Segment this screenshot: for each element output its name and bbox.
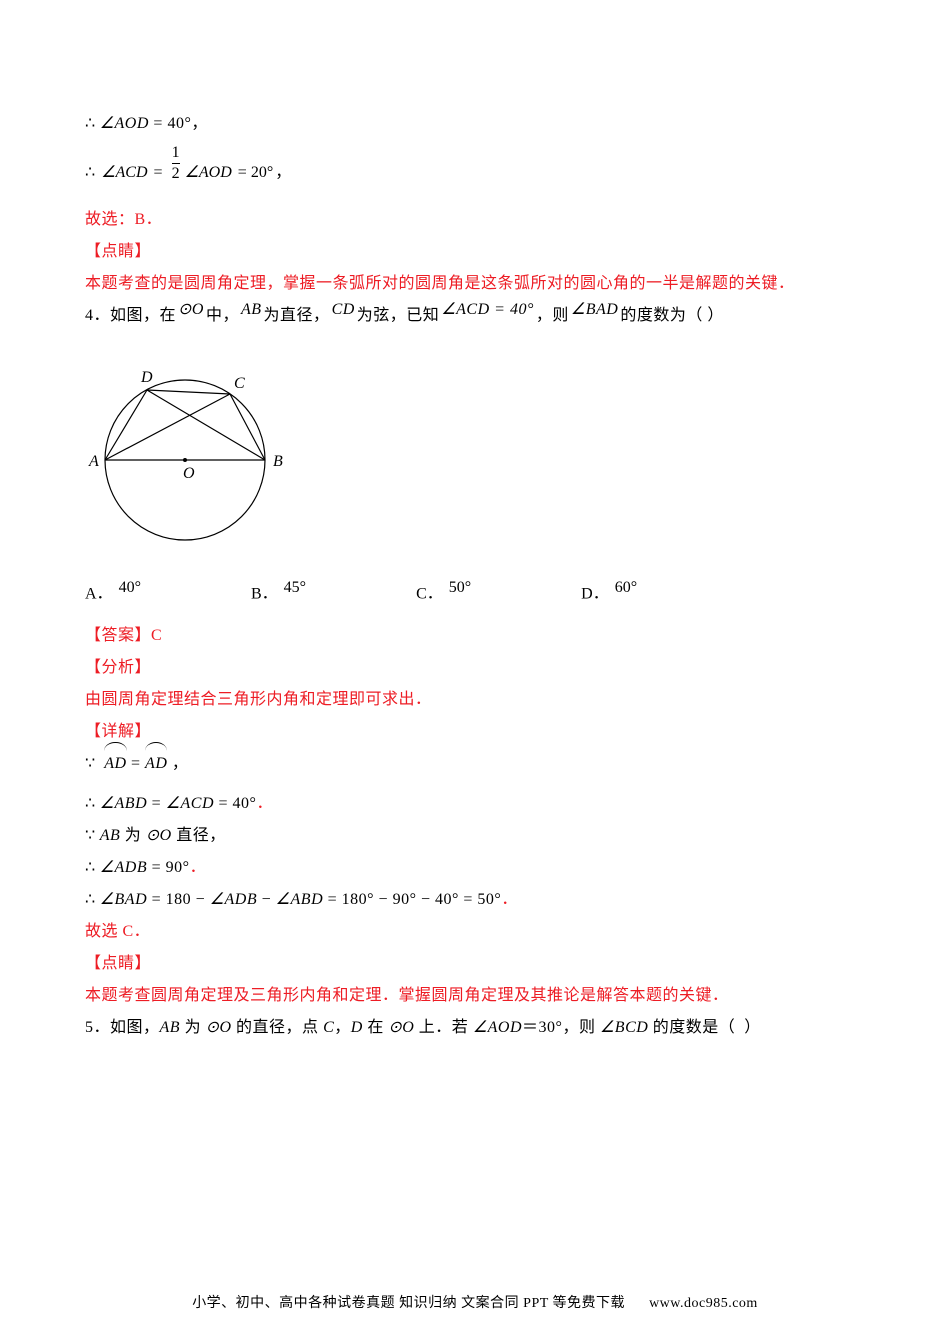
deriv-1: ∴∠ABD = ∠ACD = 40°． bbox=[85, 788, 865, 820]
q4-figure: A B O D C bbox=[85, 350, 865, 565]
heading-answer: 【答案】C bbox=[85, 620, 865, 652]
fraction-half: 1 2 bbox=[172, 144, 180, 182]
q4-choices: A．40° B．45° C．50° D．60° bbox=[85, 579, 865, 603]
dianjing-text-2: 本题考查圆周角定理及三角形内角和定理．掌握圆周角定理及其推论是解答本题的关键． bbox=[85, 980, 865, 1012]
deriv-2: ∵AB 为 ⊙O 直径， bbox=[85, 820, 865, 852]
q4-angle-ACD: ∠ACD = 40° bbox=[441, 294, 534, 326]
q4-mid1: 中， bbox=[206, 300, 239, 332]
choice-C: C．50° bbox=[416, 579, 471, 603]
svg-text:O: O bbox=[183, 465, 195, 482]
arc-suffix: ， bbox=[172, 755, 189, 772]
svg-text:A: A bbox=[88, 453, 99, 470]
footer-text: 小学、初中、高中各种试卷真题 知识归纳 文案合同 PPT 等免费下载 bbox=[192, 1296, 625, 1311]
svg-text:B: B bbox=[273, 453, 283, 470]
frac-den: 2 bbox=[172, 165, 180, 183]
deriv-4: ∴∠BAD = 180 − ∠ADB − ∠ABD = 180° − 90° −… bbox=[85, 884, 865, 916]
arc-AD-left: AD bbox=[104, 748, 126, 780]
answer-select-C: 故选 C． bbox=[85, 916, 865, 948]
answer-select-B: 故选：B． bbox=[85, 204, 865, 236]
choice-B: B．45° bbox=[251, 579, 306, 603]
choice-A: A．40° bbox=[85, 579, 141, 603]
answer-value: C bbox=[151, 627, 162, 644]
heading-dianjing-1: 【点睛】 bbox=[85, 236, 865, 268]
q4-circle-O: ⊙O bbox=[178, 294, 204, 326]
q4-prefix: 4．如图，在 bbox=[85, 300, 176, 332]
arc-equality-line: ∵ AD = AD ， bbox=[85, 748, 865, 780]
answer-label: 【答案】 bbox=[85, 627, 151, 644]
q4-mid2: 为直径， bbox=[264, 300, 330, 332]
q4-mid3: 为弦，已知 bbox=[357, 300, 440, 332]
frac-num: 1 bbox=[172, 144, 180, 162]
geometry-svg: A B O D C bbox=[85, 350, 295, 560]
footer-url: www.doc985.com bbox=[649, 1296, 758, 1311]
heading-dianjing-2: 【点睛】 bbox=[85, 948, 865, 980]
question-5-stem: 5．如图，AB 为 ⊙O 的直径，点 C，D 在 ⊙O 上．若 ∠AOD＝30°… bbox=[85, 1012, 865, 1044]
q4-CD: CD bbox=[332, 294, 355, 326]
fenxi-text: 由圆周角定理结合三角形内角和定理即可求出． bbox=[85, 684, 865, 716]
heading-xiangjie: 【详解】 bbox=[85, 716, 865, 748]
equation-line-1: ∴∠AOD = 40°， bbox=[85, 108, 865, 140]
arc-eq: = bbox=[131, 755, 145, 772]
page-footer: 小学、初中、高中各种试卷真题 知识归纳 文案合同 PPT 等免费下载 www.d… bbox=[0, 1292, 950, 1312]
equation-line-2: ∴ ∠ACD = 1 2 ∠AOD = 20° ， bbox=[85, 144, 865, 182]
q4-mid4: ，则 bbox=[536, 300, 569, 332]
question-4-stem: 4．如图，在 ⊙O 中， AB 为直径， CD 为弦，已知 ∠ACD = 40°… bbox=[85, 300, 865, 332]
svg-text:C: C bbox=[234, 375, 245, 392]
q4-AB: AB bbox=[241, 294, 262, 326]
q4-mid5: 的度数为（ ） bbox=[620, 300, 724, 332]
heading-fenxi: 【分析】 bbox=[85, 652, 865, 684]
page: ∴∠AOD = 40°， ∴ ∠ACD = 1 2 ∠AOD = 20° ， 故… bbox=[0, 0, 950, 1344]
deriv-3: ∴∠ADB = 90°． bbox=[85, 852, 865, 884]
q4-angle-BAD: ∠BAD bbox=[571, 294, 618, 326]
choice-D: D．60° bbox=[581, 579, 637, 603]
arc-AD-right: AD bbox=[145, 748, 167, 780]
svg-text:D: D bbox=[140, 369, 153, 386]
